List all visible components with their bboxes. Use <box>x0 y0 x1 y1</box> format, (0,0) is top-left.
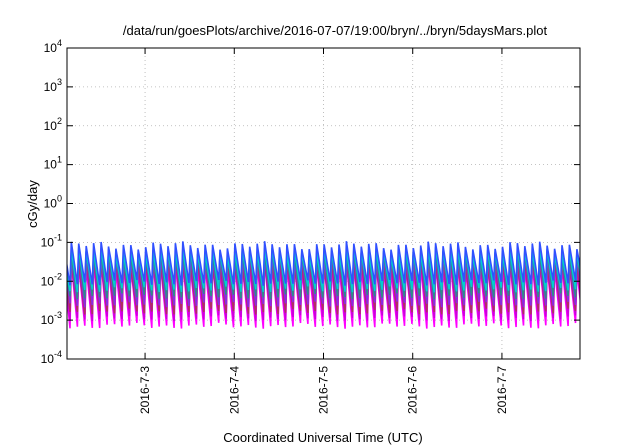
series-group <box>67 241 580 329</box>
x-tick-label: 2016-7-6 <box>406 366 420 414</box>
y-tick-label: 10-4 <box>41 349 62 366</box>
y-tick-exponent: 4 <box>57 38 62 48</box>
x-axis-label: Coordinated Universal Time (UTC) <box>223 430 422 445</box>
y-tick-base: 10 <box>41 352 55 366</box>
y-tick-label: 102 <box>44 116 62 133</box>
y-tick-label: 103 <box>44 77 62 94</box>
y-tick-exponent: -1 <box>54 232 62 242</box>
y-tick-base: 10 <box>41 235 55 249</box>
x-tick-label: 2016-7-5 <box>317 366 331 414</box>
series-line <box>67 241 580 286</box>
x-tick-label: 2016-7-7 <box>495 366 509 414</box>
y-tick-exponent: -4 <box>54 349 62 359</box>
y-tick-label: 10-1 <box>41 232 62 249</box>
y-tick-base: 10 <box>41 274 55 288</box>
y-tick-label: 10-2 <box>41 271 62 288</box>
y-tick-exponent: 3 <box>57 77 62 87</box>
y-tick-label: 100 <box>44 194 62 211</box>
y-tick-base: 10 <box>44 41 58 55</box>
y-tick-exponent: -3 <box>54 310 62 320</box>
y-tick-label: 101 <box>44 155 62 172</box>
chart-title: /data/run/goesPlots/archive/2016-07-07/1… <box>123 23 548 38</box>
y-tick-base: 10 <box>41 313 55 327</box>
y-tick-exponent: 1 <box>57 155 62 165</box>
y-tick-label: 10-3 <box>41 310 62 327</box>
y-tick-exponent: 0 <box>57 194 62 204</box>
x-axis: 2016-7-3 2016-7-4 2016-7-5 2016-7-6 2016-7-7 <box>138 48 509 414</box>
x-tick-label: 2016-7-4 <box>227 366 241 414</box>
y-tick-base: 10 <box>44 158 58 172</box>
y-axis-label: cGy/day <box>25 180 40 228</box>
y-tick-base: 10 <box>44 80 58 94</box>
x-tick-label: 2016-7-3 <box>138 366 152 414</box>
y-tick-label: 104 <box>44 38 62 55</box>
y-tick-base: 10 <box>44 197 58 211</box>
y-tick-exponent: 2 <box>57 116 62 126</box>
y-tick-exponent: -2 <box>54 271 62 281</box>
y-tick-base: 10 <box>44 119 58 133</box>
